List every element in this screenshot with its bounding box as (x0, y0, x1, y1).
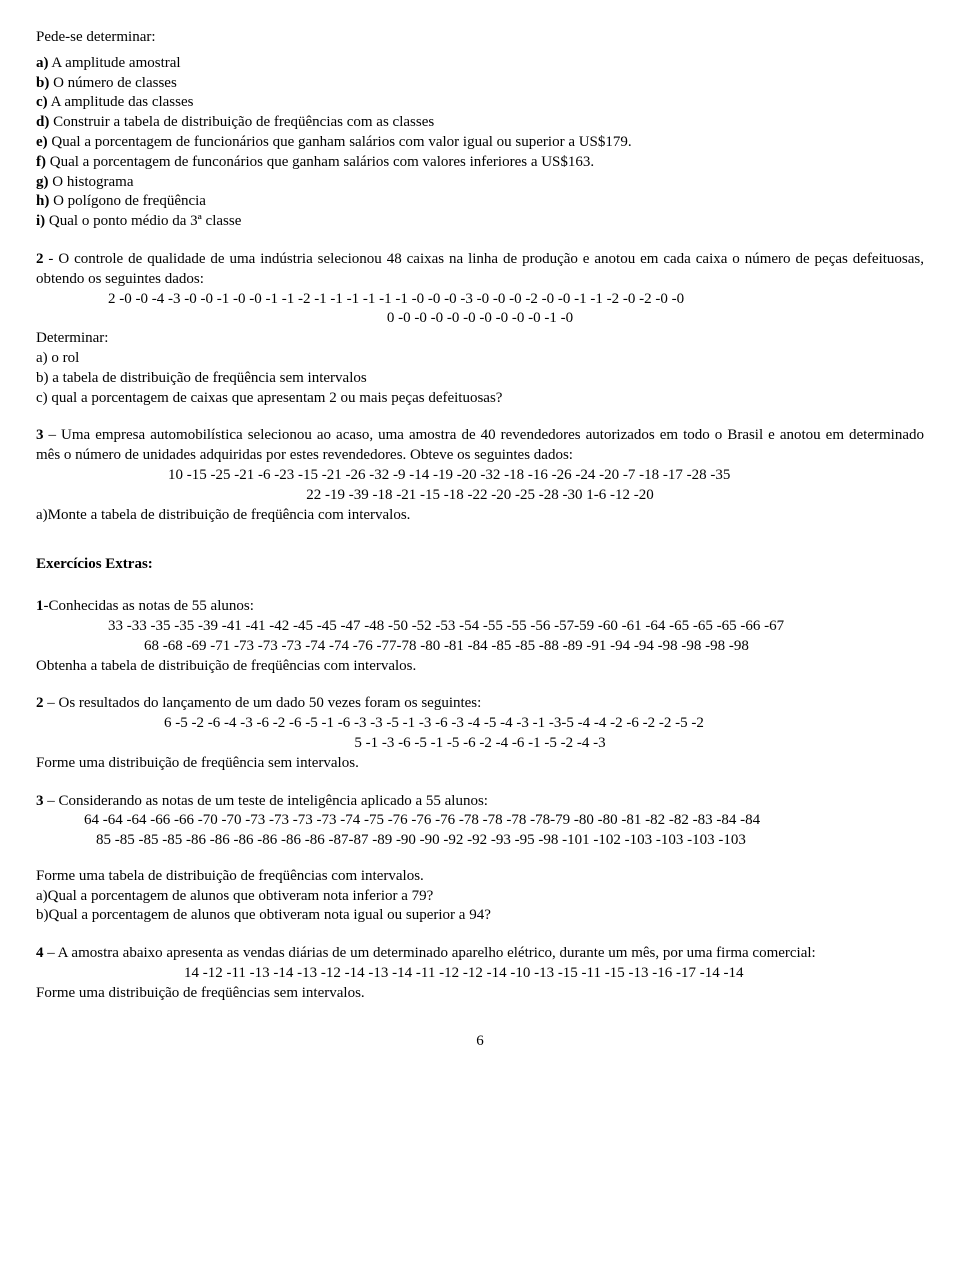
question-3: 3 – Uma empresa automobilística selecion… (36, 426, 924, 525)
q2-prompt: 2 - O controle de qualidade de uma indús… (36, 250, 924, 290)
item-e-label: e) (36, 134, 48, 150)
q3-data-2: 22 -19 -39 -18 -21 -15 -18 -22 -20 -25 -… (36, 486, 924, 506)
ex2-text: – Os resultados do lançamento de um dado… (44, 695, 482, 711)
ex3-tail: Forme uma tabela de distribuição de freq… (36, 867, 924, 887)
ex4-tail: Forme uma distribuição de freqüências se… (36, 984, 924, 1004)
q2-det: Determinar: (36, 329, 924, 349)
ex4-label: 4 (36, 945, 44, 961)
item-e: e) Qual a porcentagem de funcionários qu… (36, 133, 924, 153)
ex2-prompt: 2 – Os resultados do lançamento de um da… (36, 694, 924, 714)
ex1-data-1: 33 -33 -35 -35 -39 -41 -41 -42 -45 -45 -… (36, 617, 924, 637)
items-list: a) A amplitude amostral b) O número de c… (36, 54, 924, 232)
ex2-label: 2 (36, 695, 44, 711)
ex1-tail: Obtenha a tabela de distribuição de freq… (36, 657, 924, 677)
q3-data-1: 10 -15 -25 -21 -6 -23 -15 -21 -26 -32 -9… (36, 466, 924, 486)
item-a-label: a) (36, 55, 49, 71)
exercise-3: 3 – Considerando as notas de um teste de… (36, 792, 924, 927)
q3-a: a)Monte a tabela de distribuição de freq… (36, 506, 924, 526)
item-b: b) O número de classes (36, 74, 924, 94)
ex1-label: 1 (36, 598, 44, 614)
intro-text: Pede-se determinar: (36, 28, 924, 48)
q2-label: 2 (36, 251, 44, 267)
ex4-data-1: 14 -12 -11 -13 -14 -13 -12 -14 -13 -14 -… (36, 964, 924, 984)
item-e-text: Qual a porcentagem de funcionários que g… (48, 134, 632, 150)
ex2-data-1: 6 -5 -2 -6 -4 -3 -6 -2 -6 -5 -1 -6 -3 -3… (36, 714, 924, 734)
item-i: i) Qual o ponto médio da 3ª classe (36, 212, 924, 232)
q2-c: c) qual a porcentagem de caixas que apre… (36, 389, 924, 409)
item-f: f) Qual a porcentagem de funconários que… (36, 153, 924, 173)
exercise-1: 1-Conhecidas as notas de 55 alunos: 33 -… (36, 597, 924, 676)
extras-heading-block: Exercícios Extras: (36, 555, 924, 575)
q2-text: - O controle de qualidade de uma indústr… (36, 251, 924, 287)
exercise-2: 2 – Os resultados do lançamento de um da… (36, 694, 924, 773)
q2-a: a) o rol (36, 349, 924, 369)
extras-title: Exercícios Extras: (36, 556, 153, 572)
item-a-text: A amplitude amostral (49, 55, 181, 71)
extras-heading: Exercícios Extras: (36, 555, 924, 575)
ex3-text: – Considerando as notas de um teste de i… (44, 793, 488, 809)
item-h: h) O polígono de freqüência (36, 192, 924, 212)
item-b-label: b) (36, 75, 49, 91)
q2-b: b) a tabela de distribuição de freqüênci… (36, 369, 924, 389)
ex3-prompt: 3 – Considerando as notas de um teste de… (36, 792, 924, 812)
item-f-text: Qual a porcentagem de funconários que ga… (46, 154, 594, 170)
item-c-text: A amplitude das classes (48, 94, 194, 110)
ex1-prompt: 1-Conhecidas as notas de 55 alunos: (36, 597, 924, 617)
ex4-text: – A amostra abaixo apresenta as vendas d… (44, 945, 816, 961)
item-i-label: i) (36, 213, 45, 229)
exercise-4: 4 – A amostra abaixo apresenta as vendas… (36, 944, 924, 1003)
item-d: d) Construir a tabela de distribuição de… (36, 113, 924, 133)
item-h-label: h) (36, 193, 49, 209)
item-i-text: Qual o ponto médio da 3ª classe (45, 213, 241, 229)
q3-label: 3 (36, 427, 44, 443)
item-g-label: g) (36, 174, 49, 190)
item-d-text: Construir a tabela de distribuição de fr… (49, 114, 434, 130)
item-d-label: d) (36, 114, 49, 130)
ex3-b: b)Qual a porcentagem de alunos que obtiv… (36, 906, 924, 926)
q2-data-2: 0 -0 -0 -0 -0 -0 -0 -0 -0 -0 -1 -0 (36, 309, 924, 329)
item-g-text: O histograma (49, 174, 134, 190)
item-h-text: O polígono de freqüência (49, 193, 206, 209)
item-c-label: c) (36, 94, 48, 110)
ex3-a: a)Qual a porcentagem de alunos que obtiv… (36, 887, 924, 907)
ex3-label: 3 (36, 793, 44, 809)
ex2-tail: Forme uma distribuição de freqüência sem… (36, 754, 924, 774)
item-f-label: f) (36, 154, 46, 170)
q3-text: – Uma empresa automobilística selecionou… (36, 427, 924, 463)
question-2: 2 - O controle de qualidade de uma indús… (36, 250, 924, 408)
q2-data-1: 2 -0 -0 -4 -3 -0 -0 -1 -0 -0 -1 -1 -2 -1… (36, 290, 924, 310)
ex1-data-2: 68 -68 -69 -71 -73 -73 -73 -74 -74 -76 -… (36, 637, 924, 657)
ex3-data-1: 64 -64 -64 -66 -66 -70 -70 -73 -73 -73 -… (36, 811, 924, 831)
item-b-text: O número de classes (49, 75, 176, 91)
ex4-prompt: 4 – A amostra abaixo apresenta as vendas… (36, 944, 924, 964)
ex1-text: -Conhecidas as notas de 55 alunos: (44, 598, 254, 614)
item-c: c) A amplitude das classes (36, 93, 924, 113)
item-a: a) A amplitude amostral (36, 54, 924, 74)
ex3-data-2: 85 -85 -85 -85 -86 -86 -86 -86 -86 -86 -… (36, 831, 924, 851)
item-g: g) O histograma (36, 173, 924, 193)
q3-prompt: 3 – Uma empresa automobilística selecion… (36, 426, 924, 466)
ex2-data-2: 5 -1 -3 -6 -5 -1 -5 -6 -2 -4 -6 -1 -5 -2… (36, 734, 924, 754)
page-number: 6 (36, 1032, 924, 1052)
